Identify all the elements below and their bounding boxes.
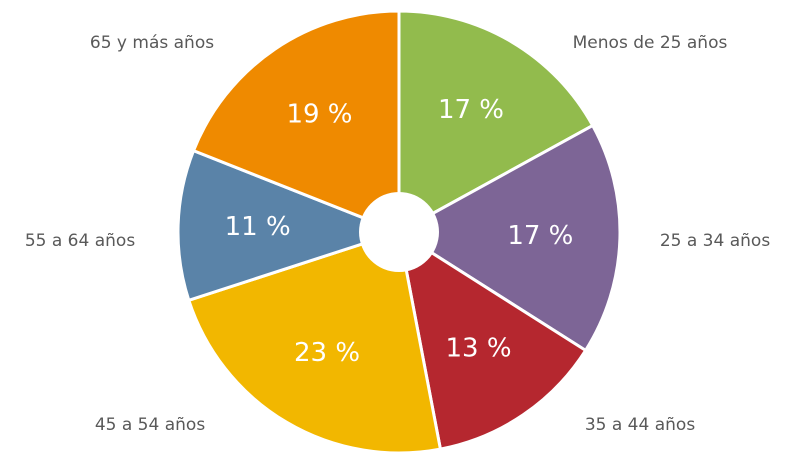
category-label: 35 a 44 años bbox=[585, 415, 695, 435]
value-label: 11 % bbox=[225, 212, 291, 242]
value-label: 17 % bbox=[438, 95, 504, 125]
category-label: 45 a 54 años bbox=[95, 415, 205, 435]
value-label: 19 % bbox=[286, 100, 352, 130]
pie-slice bbox=[191, 9, 401, 235]
pie-slice bbox=[186, 230, 443, 455]
category-label: 25 a 34 años bbox=[660, 231, 770, 251]
donut-hole bbox=[359, 192, 439, 272]
category-label: 55 a 64 años bbox=[25, 231, 135, 251]
pie-slice bbox=[397, 9, 595, 235]
pie-slice bbox=[396, 228, 588, 451]
pie-slice bbox=[396, 123, 622, 353]
category-label: 65 y más años bbox=[90, 33, 214, 53]
value-label: 13 % bbox=[445, 333, 511, 363]
category-label: Menos de 25 años bbox=[573, 33, 728, 53]
value-label: 17 % bbox=[507, 221, 573, 251]
value-label: 23 % bbox=[294, 338, 360, 368]
pie-slice bbox=[176, 148, 404, 303]
